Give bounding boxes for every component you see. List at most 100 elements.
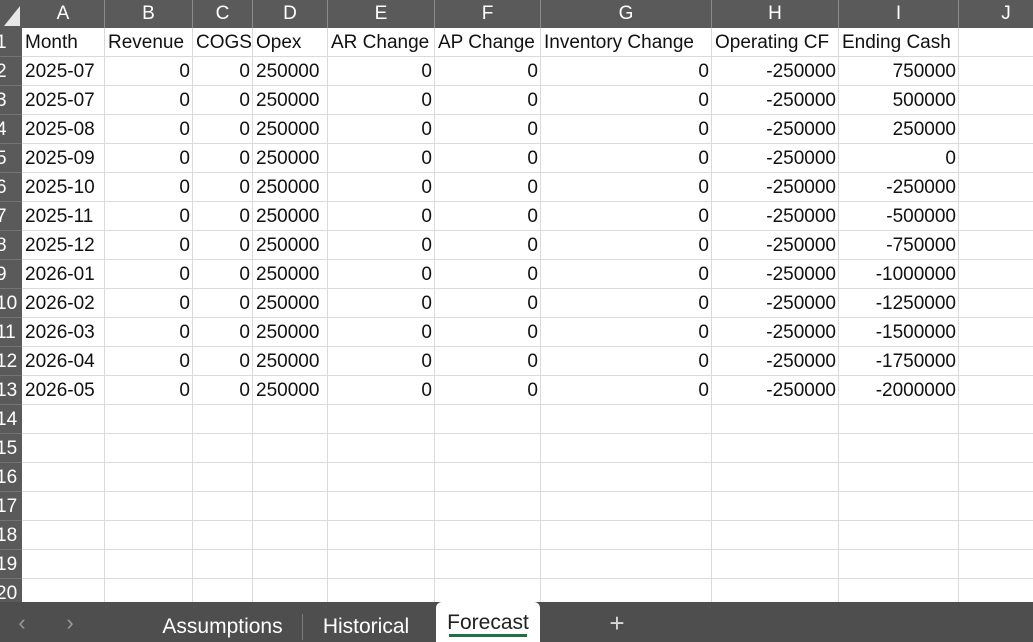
cell-inventory-change[interactable]: 0 xyxy=(698,380,709,401)
column-header-b[interactable]: B xyxy=(105,0,193,28)
cell-ar-change[interactable]: 0 xyxy=(421,351,432,372)
column-header-a[interactable]: A xyxy=(22,0,105,28)
cell-cogs[interactable]: 0 xyxy=(239,351,250,372)
header-cell-inventory-change[interactable]: Inventory Change xyxy=(544,32,694,53)
cell-cogs[interactable]: 0 xyxy=(239,206,250,227)
cell-ending-cash[interactable]: -1500000 xyxy=(875,322,956,343)
cell-opex[interactable]: 250000 xyxy=(256,90,320,111)
cell-operating-cf[interactable]: -250000 xyxy=(766,177,836,198)
header-cell-cogs[interactable]: COGS xyxy=(196,32,252,53)
cell-opex[interactable]: 250000 xyxy=(256,206,320,227)
cell-month[interactable]: 2026-01 xyxy=(25,264,95,285)
cell-ar-change[interactable]: 0 xyxy=(421,322,432,343)
header-cell-ar-change[interactable]: AR Change xyxy=(331,32,430,53)
cell-ending-cash[interactable]: -1750000 xyxy=(875,351,956,372)
cell-month[interactable]: 2025-07 xyxy=(25,61,95,82)
row-header[interactable]: 12 xyxy=(0,347,22,376)
cell-revenue[interactable]: 0 xyxy=(179,119,190,140)
cell-revenue[interactable]: 0 xyxy=(179,322,190,343)
cell-ending-cash[interactable]: -2000000 xyxy=(875,380,956,401)
cell-cogs[interactable]: 0 xyxy=(239,264,250,285)
cell-operating-cf[interactable]: -250000 xyxy=(766,148,836,169)
row-header[interactable]: 3 xyxy=(0,86,22,115)
row-header[interactable]: 2 xyxy=(0,57,22,86)
header-cell-opex[interactable]: Opex xyxy=(256,32,302,53)
column-header-e[interactable]: E xyxy=(328,0,435,28)
cell-revenue[interactable]: 0 xyxy=(179,206,190,227)
cell-inventory-change[interactable]: 0 xyxy=(698,351,709,372)
cell-ap-change[interactable]: 0 xyxy=(527,264,538,285)
cell-inventory-change[interactable]: 0 xyxy=(698,322,709,343)
cell-opex[interactable]: 250000 xyxy=(256,235,320,256)
column-header-i[interactable]: I xyxy=(839,0,959,28)
cell-ap-change[interactable]: 0 xyxy=(527,206,538,227)
cell-revenue[interactable]: 0 xyxy=(179,90,190,111)
cell-ending-cash[interactable]: 500000 xyxy=(892,90,956,111)
header-cell-month[interactable]: Month xyxy=(25,32,78,53)
cell-inventory-change[interactable]: 0 xyxy=(698,148,709,169)
row-header[interactable]: 13 xyxy=(0,376,22,405)
cell-opex[interactable]: 250000 xyxy=(256,264,320,285)
column-header-g[interactable]: G xyxy=(541,0,712,28)
cell-inventory-change[interactable]: 0 xyxy=(698,293,709,314)
row-header[interactable]: 6 xyxy=(0,173,22,202)
cell-ar-change[interactable]: 0 xyxy=(421,380,432,401)
cell-inventory-change[interactable]: 0 xyxy=(698,119,709,140)
select-all-button[interactable] xyxy=(0,0,22,28)
cell-operating-cf[interactable]: -250000 xyxy=(766,293,836,314)
row-header[interactable]: 1 xyxy=(0,28,22,57)
cell-ar-change[interactable]: 0 xyxy=(421,206,432,227)
row-header[interactable]: 15 xyxy=(0,434,22,463)
row-header[interactable]: 18 xyxy=(0,521,22,550)
column-header-f[interactable]: F xyxy=(435,0,541,28)
column-header-d[interactable]: D xyxy=(253,0,328,28)
cell-ap-change[interactable]: 0 xyxy=(527,148,538,169)
row-header[interactable]: 17 xyxy=(0,492,22,521)
cell-month[interactable]: 2025-08 xyxy=(25,119,95,140)
sheet-tab-assumptions[interactable]: Assumptions xyxy=(162,615,283,638)
cell-revenue[interactable]: 0 xyxy=(179,351,190,372)
cell-operating-cf[interactable]: -250000 xyxy=(766,380,836,401)
cell-opex[interactable]: 250000 xyxy=(256,177,320,198)
cell-cogs[interactable]: 0 xyxy=(239,177,250,198)
row-header[interactable]: 10 xyxy=(0,289,22,318)
cell-month[interactable]: 2025-07 xyxy=(25,90,95,111)
cell-ap-change[interactable]: 0 xyxy=(527,235,538,256)
cell-inventory-change[interactable]: 0 xyxy=(698,235,709,256)
cell-revenue[interactable]: 0 xyxy=(179,264,190,285)
header-cell-revenue[interactable]: Revenue xyxy=(108,32,185,53)
cell-ap-change[interactable]: 0 xyxy=(527,380,538,401)
cell-operating-cf[interactable]: -250000 xyxy=(766,264,836,285)
cell-opex[interactable]: 250000 xyxy=(256,380,320,401)
cell-cogs[interactable]: 0 xyxy=(239,322,250,343)
plus-icon[interactable]: + xyxy=(609,608,625,638)
cell-ap-change[interactable]: 0 xyxy=(527,351,538,372)
cell-ar-change[interactable]: 0 xyxy=(421,119,432,140)
cell-grid[interactable]: Month Revenue COGS Opex AR Change AP Change In… xyxy=(22,28,1033,602)
cell-ar-change[interactable]: 0 xyxy=(421,148,432,169)
header-cell-ending-cash[interactable]: Ending Cash xyxy=(842,32,951,53)
chevron-right-icon[interactable]: › xyxy=(66,610,74,635)
cell-ending-cash[interactable]: 250000 xyxy=(892,119,956,140)
cell-ending-cash[interactable]: -1000000 xyxy=(875,264,956,285)
row-header[interactable]: 5 xyxy=(0,144,22,173)
sheet-tab-historical[interactable]: Historical xyxy=(322,615,410,638)
cell-ap-change[interactable]: 0 xyxy=(527,293,538,314)
cell-ending-cash[interactable]: -750000 xyxy=(886,235,956,256)
cell-cogs[interactable]: 0 xyxy=(239,380,250,401)
cell-ending-cash[interactable]: -500000 xyxy=(886,206,956,227)
row-header[interactable]: 11 xyxy=(0,318,22,347)
cell-month[interactable]: 2026-05 xyxy=(25,380,95,401)
cell-cogs[interactable]: 0 xyxy=(239,90,250,111)
row-header[interactable]: 16 xyxy=(0,463,22,492)
cell-month[interactable]: 2025-10 xyxy=(25,177,95,198)
cell-revenue[interactable]: 0 xyxy=(179,293,190,314)
cell-inventory-change[interactable]: 0 xyxy=(698,264,709,285)
cell-inventory-change[interactable]: 0 xyxy=(698,90,709,111)
cell-ap-change[interactable]: 0 xyxy=(527,61,538,82)
cell-revenue[interactable]: 0 xyxy=(179,380,190,401)
cell-ap-change[interactable]: 0 xyxy=(527,322,538,343)
cell-operating-cf[interactable]: -250000 xyxy=(766,235,836,256)
cell-month[interactable]: 2026-03 xyxy=(25,322,95,343)
cell-operating-cf[interactable]: -250000 xyxy=(766,90,836,111)
